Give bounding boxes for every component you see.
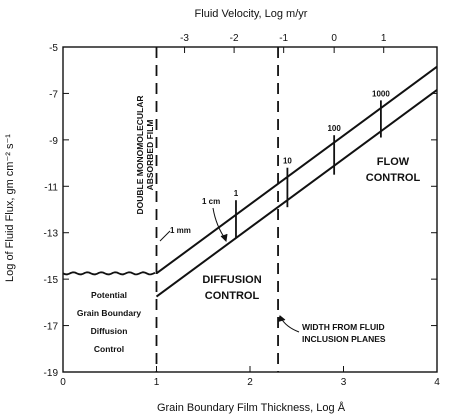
x-tick-label: 0 [60,377,66,388]
x-tick-label: 2 [247,377,253,388]
y-tick-label: -9 [49,136,58,147]
width-label-line1: WIDTH FROM FLUID [302,322,385,332]
potential-label-3: Diffusion [91,326,128,336]
series-layer: 1 10 100 1000 [62,47,438,372]
y-tick-label: -5 [49,43,58,54]
flux-series-line [155,89,438,298]
diffusion-control-line1: DIFFUSION [202,274,261,286]
film-label-line1: DOUBLE MONOMOLECULAR [135,96,145,215]
top-tick-label: -3 [180,33,189,44]
top-axis-title: Fluid Velocity, Log m/yr [195,8,308,20]
flux-series-line [155,65,438,275]
y-tick-label: -13 [44,229,59,240]
top-tick-label: 0 [331,33,337,44]
x-axis-title: Grain Boundary Film Thickness, Log Å [157,401,346,414]
diffusion-control-line2: CONTROL [205,290,260,302]
film-label-line2: ABSORBED FILM [145,120,155,191]
potential-label-4: Control [94,344,124,354]
scale-marker-label: 100 [327,124,341,133]
x-tick-label: 1 [154,377,160,388]
potential-label-1: Potential [91,290,127,300]
width-label-line2: INCLUSION PLANES [302,334,386,344]
x-tick-label: 4 [434,377,440,388]
y-tick-label: -11 [44,182,58,193]
one-cm-label: 1 cm [202,197,220,206]
tick-layer: 0 1 2 3 4 -5 -7 -9 -11 -13 -15 -17 -19 -3 -2 -1 0 1 [44,33,441,388]
y-tick-label: -15 [44,275,59,286]
x-tick-label: 3 [341,377,347,388]
one-mm-arrow [159,230,171,242]
y-tick-label: -7 [49,89,58,100]
width-arrow [277,315,300,333]
plateau-line [62,271,156,276]
potential-label-2: Grain Boundary [77,308,142,318]
scale-marker-label: 10 [283,157,292,166]
top-tick-label: 1 [381,33,387,44]
scale-marker-label: 1 [234,189,239,198]
y-axis-title: Log of Fluid Flux, gm cm⁻² s⁻¹ [4,134,16,282]
one-cm-arrow [212,207,228,243]
flow-control-line2: CONTROL [366,172,421,184]
scale-marker-label: 1000 [372,89,390,98]
flow-control-line1: FLOW [377,156,410,168]
top-tick-label: -2 [230,33,239,44]
y-tick-label: -17 [44,322,59,333]
y-tick-label: -19 [44,368,59,379]
top-tick-label: -1 [279,33,288,44]
one-mm-label: 1 mm [170,226,191,235]
